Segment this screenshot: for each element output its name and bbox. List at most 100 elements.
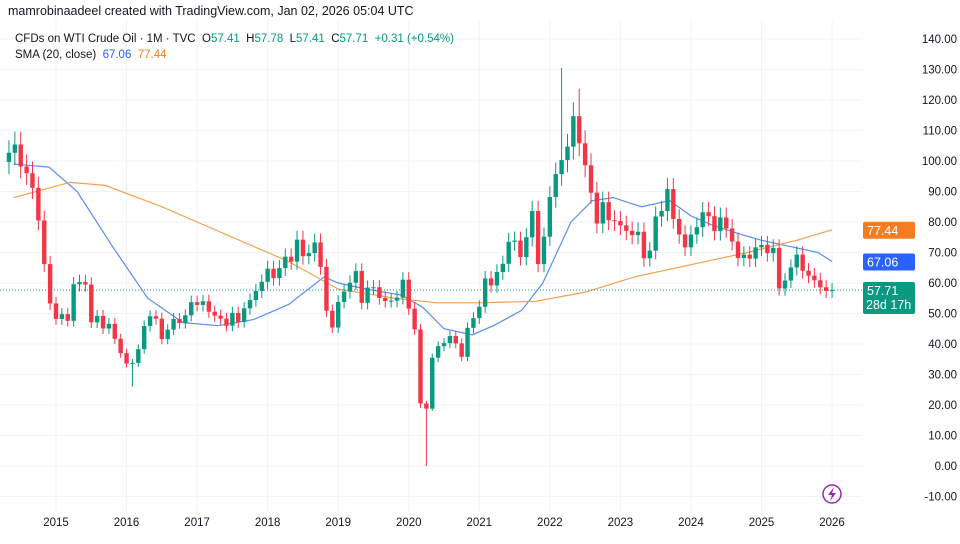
candle-body <box>653 216 658 251</box>
y-tick-label: 110.00 <box>923 126 957 138</box>
candle-body <box>500 263 506 273</box>
x-tick-label: 2017 <box>184 517 210 529</box>
candle-body <box>159 318 165 340</box>
candle-body <box>794 254 799 268</box>
time-axis[interactable] <box>0 512 960 544</box>
candle-body <box>753 247 758 259</box>
x-tick-label: 2022 <box>537 517 563 529</box>
candle-body <box>183 315 188 323</box>
close-label: C <box>331 33 340 45</box>
candle-body <box>112 323 117 339</box>
candle-body <box>553 174 558 197</box>
candle-body <box>265 268 270 282</box>
candle-body <box>424 403 429 409</box>
candle-body <box>823 287 829 291</box>
open-value: 57.41 <box>210 33 240 45</box>
candle-body <box>676 218 682 235</box>
sma-label[interactable]: SMA (20, close) <box>15 49 97 61</box>
candle-body <box>788 267 794 281</box>
candle-body <box>771 247 776 254</box>
candle-body <box>241 308 247 323</box>
y-tick-label: 0.00 <box>935 461 957 473</box>
candle-body <box>759 244 764 248</box>
lightning-icon[interactable] <box>822 484 842 504</box>
candle-body <box>394 297 400 301</box>
candle-body <box>271 268 276 279</box>
candle-body <box>177 318 182 323</box>
candle-body <box>288 256 294 262</box>
candle-body <box>735 241 741 258</box>
candle-body <box>118 338 123 354</box>
candle-body <box>518 240 523 258</box>
y-tick-label: 40.00 <box>928 339 957 351</box>
candle-body <box>600 202 605 224</box>
candle-body <box>330 310 335 328</box>
candle-body <box>336 301 341 328</box>
candle-body <box>776 247 782 289</box>
candle-body <box>547 196 553 237</box>
candle-body <box>582 143 588 166</box>
candle-body <box>59 314 65 319</box>
x-tick-label: 2018 <box>255 517 281 529</box>
high-label: H <box>246 33 255 45</box>
candle-body <box>247 300 253 309</box>
y-tick-label: 60.00 <box>928 278 957 290</box>
candle-body <box>353 271 359 283</box>
candle-body <box>341 291 347 302</box>
candle-body <box>459 343 464 357</box>
candle-body <box>453 336 458 344</box>
y-tick-label: 30.00 <box>928 370 957 382</box>
candle-body <box>141 326 147 350</box>
candle-body <box>818 280 823 288</box>
candle-body <box>624 225 629 231</box>
candle-body <box>641 231 647 259</box>
candle-body <box>377 287 382 298</box>
candle-body <box>89 284 94 323</box>
candle-body <box>606 202 611 221</box>
sma1-badge <box>863 253 915 271</box>
candle-body <box>312 242 317 254</box>
sma1-value: 67.06 <box>102 49 132 61</box>
candle-body <box>812 275 817 281</box>
y-tick-label: 10.00 <box>928 431 957 443</box>
sma2-badge-text: 77.44 <box>867 224 898 238</box>
candle-body <box>100 315 106 329</box>
candle-body <box>47 264 53 304</box>
sma-long-line <box>13 181 833 304</box>
candle-body <box>712 216 717 232</box>
candle-body <box>724 217 729 229</box>
y-tick-label: 90.00 <box>928 187 957 199</box>
candle-body <box>829 289 835 291</box>
candle-body <box>6 152 12 162</box>
candle-body <box>447 336 453 344</box>
candle-body <box>277 268 282 279</box>
candle-body <box>253 290 259 301</box>
candle-body <box>729 228 735 242</box>
candle-body <box>435 346 441 358</box>
candle-body <box>647 250 652 259</box>
candle-body <box>136 349 141 363</box>
candle-body <box>324 266 329 311</box>
candle-body <box>165 329 170 340</box>
candle-body <box>42 220 47 265</box>
candle-body <box>412 308 417 330</box>
candle-body <box>618 221 623 226</box>
sma-20-line <box>13 163 833 336</box>
candle-body <box>406 279 411 309</box>
candle-body <box>153 316 159 319</box>
low-value: 57.41 <box>296 33 325 45</box>
candle-body <box>300 239 306 257</box>
candle-body <box>800 254 805 271</box>
candle-body <box>200 301 206 305</box>
candle-body <box>30 173 35 188</box>
price-badge-text: 57.71 <box>867 284 898 298</box>
symbol-name[interactable]: CFDs on WTI Crude Oil · 1M · TVC <box>15 33 196 45</box>
candle-body <box>765 244 770 254</box>
candle-body <box>388 300 394 302</box>
sma2-value: 77.44 <box>137 49 167 61</box>
candle-body <box>218 315 223 319</box>
x-tick-label: 2024 <box>678 517 704 529</box>
candle-body <box>565 146 570 161</box>
candle-body <box>259 281 264 291</box>
